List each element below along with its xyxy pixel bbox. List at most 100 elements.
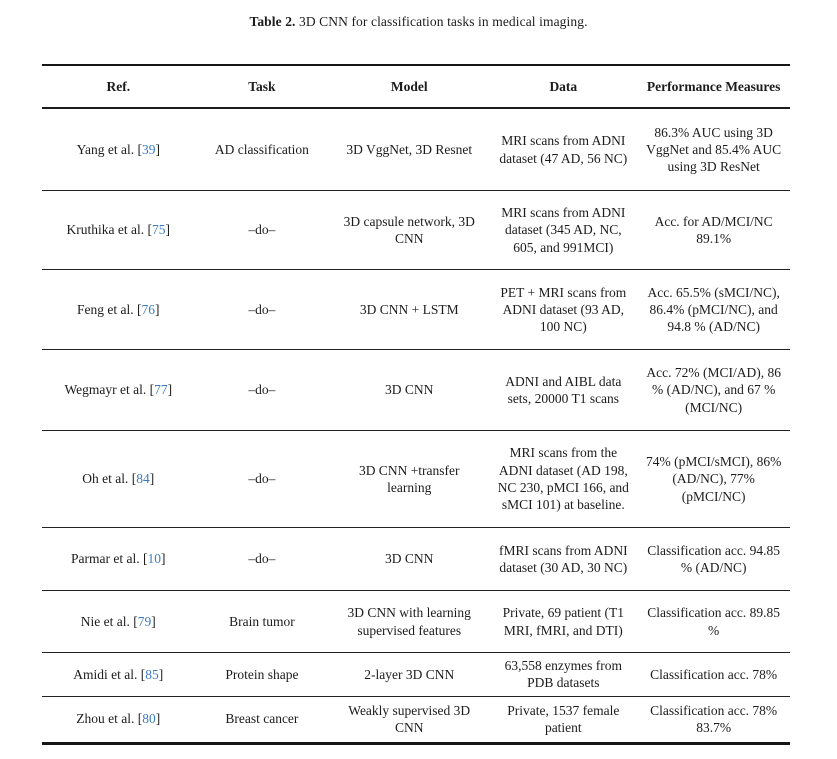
header-cell-ref: Ref. <box>106 78 131 94</box>
ref-text: Amidi et al. [85] <box>73 666 163 683</box>
cell-performance: Classification acc. 94.85 % (AD/NC) <box>637 528 790 590</box>
cell-data: MRI scans from ADNI dataset (47 AD, 56 N… <box>489 109 637 190</box>
cell-data-text: ADNI and AIBL data sets, 20000 T1 scans <box>505 373 622 406</box>
citation-bracket-open: [ <box>137 711 143 727</box>
cell-ref: Wegmayr et al. [77] <box>42 350 195 430</box>
citation-bracket-open: [ <box>137 141 142 157</box>
ref-text: Wegmayr et al. [77] <box>64 381 172 398</box>
citation-link[interactable]: 10 <box>147 551 162 567</box>
table-row: Parmar et al. [10] –do– 3D CNN fMRI scans f… <box>42 528 790 591</box>
ref-author: Wegmayr et al. <box>64 382 150 398</box>
citation-bracket-close: ] <box>155 141 160 157</box>
cell-task-text: Protein shape <box>225 666 299 682</box>
cell-performance-text: 86.3% AUC using 3D VggNet and 85.4% AUC … <box>646 124 782 175</box>
cell-performance: 86.3% AUC using 3D VggNet and 85.4% AUC … <box>637 109 790 190</box>
cell-data-text: fMRI scans from ADNI dataset (30 AD, 30 … <box>499 542 628 575</box>
cell-performance-text: Classification acc. 89.85 % <box>647 605 780 638</box>
cell-data-text: Private, 1537 female patient <box>507 702 620 736</box>
cell-task: AD classification <box>195 109 330 190</box>
cell-task-text: –do– <box>248 471 276 487</box>
cell-model-text: 3D CNN <box>385 382 434 398</box>
cell-task-text: –do– <box>248 551 276 567</box>
cell-performance-text: 74% (pMCI/sMCI), 86% (AD/NC), 77% (pMCI/… <box>645 454 782 504</box>
cell-model: 3D CNN with learning supervised features <box>329 591 489 652</box>
table-row: Zhou et al. [80] Breast cancer Weakly supe… <box>42 697 790 742</box>
cell-performance: Acc. for AD/MCI/NC 89.1% <box>637 191 790 269</box>
cell-model-text: 3D CNN + LSTM <box>359 301 459 317</box>
header-cell-performance: Performance Measures <box>646 78 781 94</box>
table: Ref. Task Model Data Performance Measure… <box>42 64 790 745</box>
citation-link[interactable]: 80 <box>142 711 156 727</box>
cell-model: 2-layer 3D CNN <box>329 653 489 696</box>
cell-task-text: Breast cancer <box>225 711 299 727</box>
header-cell-task: Task <box>248 78 276 94</box>
ref-text: Yang et al. [39] <box>77 141 160 158</box>
cell-data-text: PET + MRI scans from ADNI dataset (93 AD… <box>500 284 627 335</box>
cell-task: Protein shape <box>195 653 330 696</box>
ref-author: Nie et al. <box>80 613 134 629</box>
citation-bracket-open: [ <box>133 613 138 629</box>
cell-task: –do– <box>195 191 330 269</box>
table-row: Nie et al. [79] Brain tumor 3D CNN with le… <box>42 591 790 653</box>
ref-text: Feng et al. [76] <box>77 301 160 318</box>
citation-bracket-close: ] <box>165 222 171 238</box>
cell-model-text: 3D capsule network, 3D CNN <box>343 213 475 246</box>
cell-performance: Classification acc. 78% <box>637 653 790 696</box>
cell-performance: Classification acc. 89.85 % <box>637 591 790 652</box>
cell-model: 3D CNN +transfer learning <box>329 431 489 527</box>
cell-performance: Acc. 72% (MCI/AD), 86 % (AD/NC), and 67 … <box>637 350 790 430</box>
cell-performance-text: Classification acc. 94.85 % (AD/NC) <box>647 542 780 575</box>
citation-link[interactable]: 75 <box>152 222 166 238</box>
cell-task: Brain tumor <box>195 591 330 652</box>
citation-link[interactable]: 77 <box>154 382 168 398</box>
cell-data-text: Private, 69 patient (T1 MRI, fMRI, and D… <box>502 605 625 638</box>
ref-text: Nie et al. [79] <box>81 613 156 630</box>
header-cell-model: Model <box>390 78 428 94</box>
ref-author: Zhou et al. <box>76 711 138 727</box>
citation-bracket-open: [ <box>131 471 137 487</box>
cell-model-text: 3D CNN <box>385 551 434 567</box>
citation-link[interactable]: 84 <box>136 471 150 487</box>
cell-data-text: MRI scans from ADNI dataset (47 AD, 56 N… <box>499 133 628 166</box>
ref-author: Yang et al. <box>76 141 138 157</box>
cell-model: 3D CNN <box>329 350 489 430</box>
cell-model: 3D capsule network, 3D CNN <box>329 191 489 269</box>
ref-author: Kruthika et al. <box>66 222 148 238</box>
ref-text: Zhou et al. [80] <box>76 710 160 727</box>
cell-model-text: 3D VggNet, 3D Resnet <box>346 141 473 157</box>
cell-model: 3D VggNet, 3D Resnet <box>329 109 489 190</box>
cell-model: 3D CNN <box>329 528 489 590</box>
citation-link[interactable]: 39 <box>141 141 156 157</box>
cell-data: MRI scans from ADNI dataset (345 AD, NC,… <box>489 191 637 269</box>
table-caption-text: 3D CNN for classification tasks in medic… <box>295 14 588 29</box>
cell-task: Breast cancer <box>195 697 330 742</box>
cell-performance-text: Classification acc. 78% 83.7% <box>650 702 778 736</box>
citation-link[interactable]: 79 <box>137 613 152 629</box>
cell-ref: Nie et al. [79] <box>42 591 195 652</box>
citation-bracket-open: [ <box>149 382 155 398</box>
cell-task-text: –do– <box>248 222 276 238</box>
table-caption-label: Table 2. <box>249 14 296 29</box>
cell-data: ADNI and AIBL data sets, 20000 T1 scans <box>489 350 637 430</box>
cell-model-text: 3D CNN with learning supervised features <box>347 605 471 638</box>
citation-link[interactable]: 76 <box>141 301 156 317</box>
header-cell-data: Data <box>549 78 578 94</box>
cell-ref: Kruthika et al. [75] <box>42 191 195 269</box>
citation-bracket-open: [ <box>143 551 148 567</box>
cell-task: –do– <box>195 431 330 527</box>
cell-performance: 74% (pMCI/sMCI), 86% (AD/NC), 77% (pMCI/… <box>637 431 790 527</box>
table-body: Yang et al. [39] AD classification 3D VggN… <box>42 109 790 742</box>
citation-bracket-close: ] <box>155 711 161 727</box>
cell-ref: Oh et al. [84] <box>42 431 195 527</box>
cell-data-text: MRI scans from ADNI dataset (345 AD, NC,… <box>501 205 626 255</box>
ref-author: Amidi et al. <box>73 666 141 682</box>
ref-text: Parmar et al. [10] <box>71 550 165 567</box>
cell-data: 63,558 enzymes from PDB datasets <box>489 653 637 696</box>
cell-data: PET + MRI scans from ADNI dataset (93 AD… <box>489 270 637 349</box>
cell-data: MRI scans from the ADNI dataset (AD 198,… <box>489 431 637 527</box>
citation-link[interactable]: 85 <box>145 666 159 682</box>
citation-bracket-close: ] <box>149 471 155 487</box>
cell-task: –do– <box>195 350 330 430</box>
cell-ref: Amidi et al. [85] <box>42 653 195 696</box>
cell-data-text: 63,558 enzymes from PDB datasets <box>504 658 622 691</box>
